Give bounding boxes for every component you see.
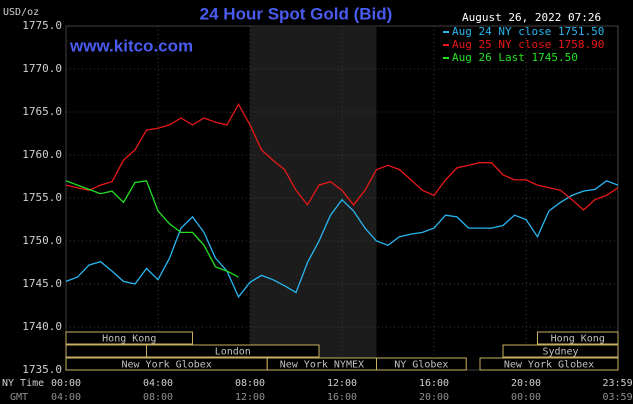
x-tick-label: 00:00 <box>51 378 81 389</box>
session-label: NY Globex <box>394 360 448 371</box>
x2-tick-label: 16:00 <box>327 392 357 403</box>
session-label: Hong Kong <box>102 334 156 345</box>
legend-label: Aug 25 NY close 1758.90 <box>452 38 604 51</box>
session-box <box>502 344 619 358</box>
x-tick-label: 08:00 <box>235 378 265 389</box>
y-tick-label: 1745.0 <box>22 277 62 290</box>
x2-tick-label: 08:00 <box>143 392 173 403</box>
session-box <box>479 357 619 371</box>
x-tick-label: 23:59 <box>602 378 632 389</box>
session-box <box>65 331 193 345</box>
x-tick-label: 16:00 <box>419 378 449 389</box>
x2-tick-label: 12:00 <box>235 392 265 403</box>
x-row-label: NY Time <box>2 378 44 389</box>
session-box <box>146 344 320 358</box>
x-tick-label: 04:00 <box>143 378 173 389</box>
session-label: New York Globex <box>121 360 211 371</box>
session-label: New York Globex <box>504 360 594 371</box>
session-box <box>65 344 147 358</box>
x2-tick-label: 00:00 <box>511 392 541 403</box>
y-tick-label: 1775.0 <box>22 19 62 32</box>
y-tick-label: 1750.0 <box>22 234 62 247</box>
chart-title: 24 Hour Spot Gold (Bid) <box>200 4 393 23</box>
session-box <box>376 357 467 371</box>
x-tick-label: 12:00 <box>327 378 357 389</box>
legend-label: Aug 24 NY close 1751.50 <box>452 25 604 38</box>
y-tick-label: 1740.0 <box>22 320 62 333</box>
session-label: New York NYMEX <box>280 360 364 371</box>
session-label: London <box>215 347 251 358</box>
y-axis-label: USD/oz <box>3 7 39 18</box>
x2-tick-label: 03:59 <box>602 392 632 403</box>
series-line <box>65 180 239 278</box>
y-tick-label: 1770.0 <box>22 62 62 75</box>
shaded-region <box>250 26 377 370</box>
series-line <box>65 180 619 299</box>
session-box <box>537 331 619 345</box>
y-tick-label: 1765.0 <box>22 105 62 118</box>
x-tick-label: 20:00 <box>511 378 541 389</box>
x2-tick-label: 04:00 <box>51 392 81 403</box>
timestamp: August 26, 2022 07:26 <box>462 11 601 24</box>
x2-row-label: GMT <box>10 392 28 403</box>
session-label: Sydney <box>542 347 578 358</box>
series-line <box>65 102 619 211</box>
session-label: Hong Kong <box>551 334 605 345</box>
x2-tick-label: 20:00 <box>419 392 449 403</box>
legend-label: Aug 26 Last 1745.50 <box>452 51 578 64</box>
y-tick-label: 1735.0 <box>22 363 62 376</box>
y-tick-label: 1760.0 <box>22 148 62 161</box>
watermark: www.kitco.com <box>69 36 193 55</box>
y-tick-label: 1755.0 <box>22 191 62 204</box>
